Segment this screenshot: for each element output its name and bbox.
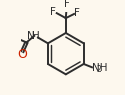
Text: F: F (74, 8, 80, 18)
Text: F: F (64, 0, 70, 9)
Text: NH: NH (92, 63, 108, 73)
Text: N: N (26, 31, 34, 41)
Text: 2: 2 (97, 65, 101, 74)
Text: H: H (32, 31, 40, 41)
Text: F: F (50, 7, 56, 17)
Text: O: O (17, 48, 27, 61)
